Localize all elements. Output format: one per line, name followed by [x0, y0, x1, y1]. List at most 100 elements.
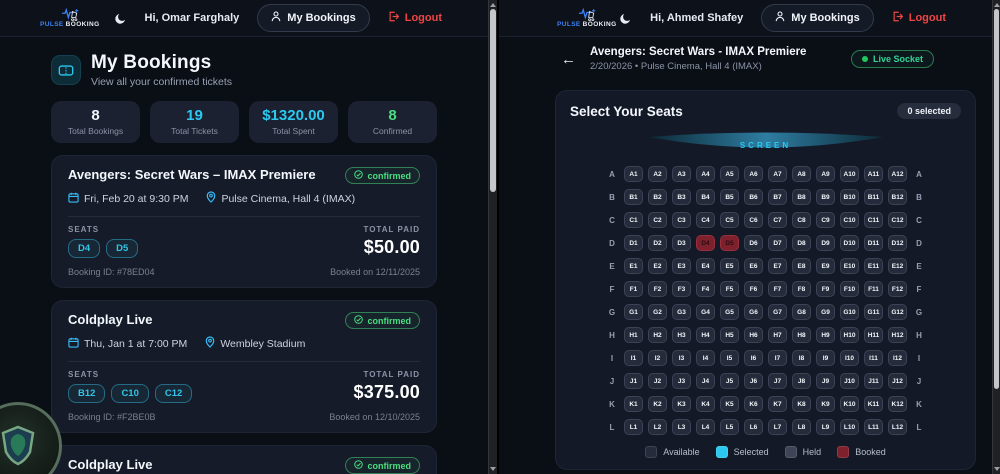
back-button[interactable]: ←	[561, 50, 576, 68]
seat-F11[interactable]: F11	[864, 281, 883, 297]
seat-A11[interactable]: A11	[864, 166, 883, 182]
seat-L1[interactable]: L1	[624, 419, 643, 435]
seat-D9[interactable]: D9	[816, 235, 835, 251]
seat-J11[interactable]: J11	[864, 373, 883, 389]
seat-I3[interactable]: I3	[672, 350, 691, 366]
seat-A12[interactable]: A12	[888, 166, 907, 182]
seat-D10[interactable]: D10	[840, 235, 859, 251]
seat-A5[interactable]: A5	[720, 166, 739, 182]
seat-D1[interactable]: D1	[624, 235, 643, 251]
seat-L7[interactable]: L7	[768, 419, 787, 435]
seat-C2[interactable]: C2	[648, 212, 667, 228]
seat-L11[interactable]: L11	[864, 419, 883, 435]
seat-J10[interactable]: J10	[840, 373, 859, 389]
seat-B5[interactable]: B5	[720, 189, 739, 205]
seat-C6[interactable]: C6	[744, 212, 763, 228]
seat-B8[interactable]: B8	[792, 189, 811, 205]
seat-G7[interactable]: G7	[768, 304, 787, 320]
seat-J3[interactable]: J3	[672, 373, 691, 389]
seat-E9[interactable]: E9	[816, 258, 835, 274]
seat-K10[interactable]: K10	[840, 396, 859, 412]
seat-J9[interactable]: J9	[816, 373, 835, 389]
seat-I2[interactable]: I2	[648, 350, 667, 366]
theme-toggle-moon-icon[interactable]	[114, 12, 127, 25]
seat-C9[interactable]: C9	[816, 212, 835, 228]
seat-C1[interactable]: C1	[624, 212, 643, 228]
seat-K8[interactable]: K8	[792, 396, 811, 412]
seat-E2[interactable]: E2	[648, 258, 667, 274]
seat-K11[interactable]: K11	[864, 396, 883, 412]
seat-G4[interactable]: G4	[696, 304, 715, 320]
scroll-up-icon[interactable]	[993, 3, 1000, 7]
seat-E12[interactable]: E12	[888, 258, 907, 274]
seat-B10[interactable]: B10	[840, 189, 859, 205]
seat-A4[interactable]: A4	[696, 166, 715, 182]
seat-B11[interactable]: B11	[864, 189, 883, 205]
scroll-down-icon[interactable]	[490, 467, 496, 471]
seat-K12[interactable]: K12	[888, 396, 907, 412]
seat-E6[interactable]: E6	[744, 258, 763, 274]
seat-F2[interactable]: F2	[648, 281, 667, 297]
seat-C5[interactable]: C5	[720, 212, 739, 228]
seat-D8[interactable]: D8	[792, 235, 811, 251]
seat-J4[interactable]: J4	[696, 373, 715, 389]
theme-toggle-moon-icon[interactable]	[619, 12, 632, 25]
seat-D2[interactable]: D2	[648, 235, 667, 251]
seat-J5[interactable]: J5	[720, 373, 739, 389]
seat-D6[interactable]: D6	[744, 235, 763, 251]
seat-B12[interactable]: B12	[888, 189, 907, 205]
seat-A2[interactable]: A2	[648, 166, 667, 182]
seat-H7[interactable]: H7	[768, 327, 787, 343]
seat-I12[interactable]: I12	[888, 350, 907, 366]
seat-B2[interactable]: B2	[648, 189, 667, 205]
seat-G8[interactable]: G8	[792, 304, 811, 320]
seat-G6[interactable]: G6	[744, 304, 763, 320]
seat-H4[interactable]: H4	[696, 327, 715, 343]
seat-A7[interactable]: A7	[768, 166, 787, 182]
seat-A9[interactable]: A9	[816, 166, 835, 182]
seat-A1[interactable]: A1	[624, 166, 643, 182]
seat-C8[interactable]: C8	[792, 212, 811, 228]
seat-C7[interactable]: C7	[768, 212, 787, 228]
scrollbar-thumb[interactable]	[994, 9, 999, 389]
seat-K7[interactable]: K7	[768, 396, 787, 412]
seat-F4[interactable]: F4	[696, 281, 715, 297]
seat-B3[interactable]: B3	[672, 189, 691, 205]
seat-L5[interactable]: L5	[720, 419, 739, 435]
seat-E11[interactable]: E11	[864, 258, 883, 274]
seat-F5[interactable]: F5	[720, 281, 739, 297]
seat-I1[interactable]: I1	[624, 350, 643, 366]
seat-J7[interactable]: J7	[768, 373, 787, 389]
seat-E3[interactable]: E3	[672, 258, 691, 274]
seat-A3[interactable]: A3	[672, 166, 691, 182]
seat-I4[interactable]: I4	[696, 350, 715, 366]
scrollbar-left[interactable]	[488, 0, 497, 474]
seat-G1[interactable]: G1	[624, 304, 643, 320]
seat-E10[interactable]: E10	[840, 258, 859, 274]
seat-E1[interactable]: E1	[624, 258, 643, 274]
seat-A6[interactable]: A6	[744, 166, 763, 182]
seat-D7[interactable]: D7	[768, 235, 787, 251]
seat-B6[interactable]: B6	[744, 189, 763, 205]
seat-H6[interactable]: H6	[744, 327, 763, 343]
seat-H1[interactable]: H1	[624, 327, 643, 343]
seat-G5[interactable]: G5	[720, 304, 739, 320]
seat-H10[interactable]: H10	[840, 327, 859, 343]
seat-J1[interactable]: J1	[624, 373, 643, 389]
seat-H3[interactable]: H3	[672, 327, 691, 343]
seat-F7[interactable]: F7	[768, 281, 787, 297]
seat-H5[interactable]: H5	[720, 327, 739, 343]
seat-I6[interactable]: I6	[744, 350, 763, 366]
seat-H9[interactable]: H9	[816, 327, 835, 343]
seat-F12[interactable]: F12	[888, 281, 907, 297]
seat-E5[interactable]: E5	[720, 258, 739, 274]
seat-K9[interactable]: K9	[816, 396, 835, 412]
seat-K4[interactable]: K4	[696, 396, 715, 412]
my-bookings-button[interactable]: My Bookings	[761, 4, 874, 32]
seat-K3[interactable]: K3	[672, 396, 691, 412]
seat-E4[interactable]: E4	[696, 258, 715, 274]
my-bookings-button[interactable]: My Bookings	[257, 4, 370, 32]
seat-G12[interactable]: G12	[888, 304, 907, 320]
seat-F6[interactable]: F6	[744, 281, 763, 297]
seat-G3[interactable]: G3	[672, 304, 691, 320]
